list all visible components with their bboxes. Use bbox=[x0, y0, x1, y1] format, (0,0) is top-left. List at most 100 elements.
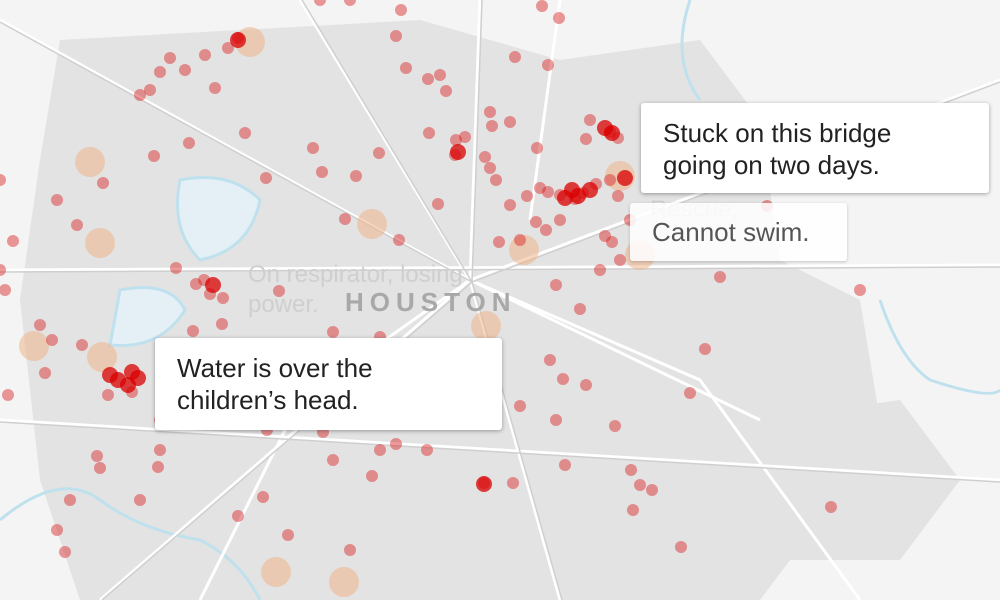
report-dot bbox=[714, 271, 726, 283]
report-dot bbox=[432, 198, 444, 210]
report-dot bbox=[261, 557, 291, 587]
report-dot bbox=[504, 199, 516, 211]
callout: Water is over the children’s head. bbox=[155, 338, 502, 430]
report-dot bbox=[550, 279, 562, 291]
report-dot bbox=[509, 51, 521, 63]
report-dot bbox=[825, 501, 837, 513]
report-dot bbox=[627, 504, 639, 516]
report-dot bbox=[434, 69, 446, 81]
report-dot bbox=[606, 236, 618, 248]
report-dot bbox=[75, 147, 105, 177]
report-dot bbox=[422, 73, 434, 85]
report-dot bbox=[554, 214, 566, 226]
callout-line: children’s head. bbox=[177, 385, 359, 415]
report-dot bbox=[97, 177, 109, 189]
report-dot bbox=[550, 414, 562, 426]
report-dot bbox=[514, 234, 526, 246]
report-dot bbox=[504, 116, 516, 128]
report-dot bbox=[542, 186, 554, 198]
note-line: On respirator, losing bbox=[248, 261, 463, 288]
report-dot bbox=[39, 367, 51, 379]
report-dot bbox=[854, 284, 866, 296]
report-dot bbox=[557, 373, 569, 385]
report-dot bbox=[514, 400, 526, 412]
report-dot bbox=[2, 389, 14, 401]
report-dot bbox=[217, 292, 229, 304]
report-dot bbox=[64, 494, 76, 506]
report-dot bbox=[183, 137, 195, 149]
report-dot bbox=[440, 85, 452, 97]
report-dot bbox=[604, 174, 616, 186]
report-dot bbox=[617, 170, 633, 186]
report-dot bbox=[216, 318, 228, 330]
report-dot bbox=[327, 454, 339, 466]
report-dot bbox=[239, 127, 251, 139]
report-dot bbox=[459, 131, 471, 143]
report-dot bbox=[490, 174, 502, 186]
report-dot bbox=[471, 311, 501, 341]
report-dot bbox=[564, 182, 580, 198]
report-dot bbox=[493, 236, 505, 248]
report-dot bbox=[134, 89, 146, 101]
report-dot bbox=[232, 510, 244, 522]
report-dot bbox=[344, 544, 356, 556]
report-dot bbox=[476, 476, 492, 492]
callout-line: Stuck on this bridge bbox=[663, 118, 892, 148]
report-dot bbox=[314, 0, 326, 6]
report-dot bbox=[395, 4, 407, 16]
note-line: power. bbox=[248, 291, 319, 318]
report-dot bbox=[350, 170, 362, 182]
reports bbox=[0, 0, 866, 597]
report-dot bbox=[0, 264, 6, 276]
report-dot bbox=[59, 546, 71, 558]
report-dot bbox=[273, 285, 285, 297]
report-dot bbox=[614, 254, 626, 266]
report-dot bbox=[450, 144, 466, 160]
report-dot bbox=[148, 150, 160, 162]
report-dot bbox=[521, 190, 533, 202]
report-dot bbox=[450, 134, 462, 146]
report-dot bbox=[154, 66, 166, 78]
report-dot bbox=[357, 209, 387, 239]
report-dot bbox=[594, 264, 606, 276]
report-dot bbox=[51, 524, 63, 536]
report-dot bbox=[329, 567, 359, 597]
report-dot bbox=[316, 166, 328, 178]
report-dot bbox=[76, 339, 88, 351]
report-dot bbox=[144, 84, 156, 96]
report-dot bbox=[609, 420, 621, 432]
report-dot bbox=[599, 230, 611, 242]
report-dot bbox=[190, 278, 202, 290]
report-dot bbox=[0, 284, 11, 296]
report-dot bbox=[646, 484, 658, 496]
report-dot bbox=[531, 142, 543, 154]
report-dot bbox=[580, 379, 592, 391]
report-dot bbox=[373, 147, 385, 159]
report-dot bbox=[102, 389, 114, 401]
report-dot bbox=[374, 444, 386, 456]
report-dot bbox=[536, 0, 548, 12]
report-dot bbox=[390, 30, 402, 42]
report-dot bbox=[199, 49, 211, 61]
report-dot bbox=[421, 444, 433, 456]
report-dot bbox=[34, 319, 46, 331]
report-dot bbox=[87, 342, 117, 372]
report-dot bbox=[574, 303, 586, 315]
callout-line: Cannot swim. bbox=[652, 217, 810, 247]
report-dot bbox=[509, 235, 539, 265]
report-dot bbox=[260, 172, 272, 184]
report-dot bbox=[339, 213, 351, 225]
report-dot bbox=[209, 82, 221, 94]
report-dot bbox=[46, 334, 58, 346]
report-dot bbox=[327, 326, 339, 338]
report-dot bbox=[179, 64, 191, 76]
report-dot bbox=[534, 182, 546, 194]
report-dot bbox=[675, 541, 687, 553]
report-dot bbox=[479, 151, 491, 163]
report-dot bbox=[544, 354, 556, 366]
report-dot bbox=[257, 491, 269, 503]
report-dot bbox=[684, 387, 696, 399]
